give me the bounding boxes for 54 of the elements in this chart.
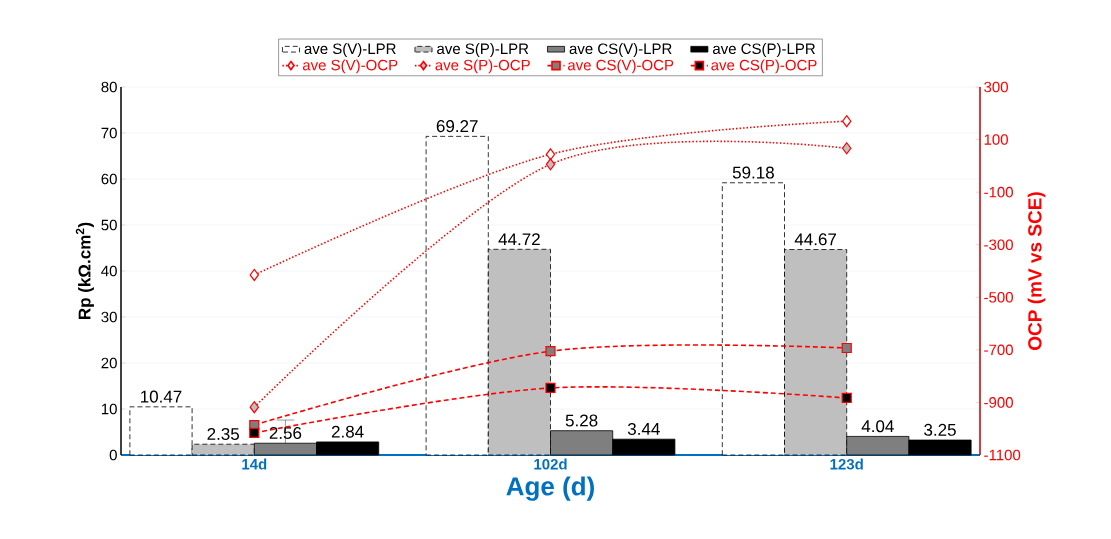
data-label: 2.35 <box>207 427 240 440</box>
point <box>841 392 852 404</box>
point <box>249 401 260 414</box>
y2-tick-label: -900 <box>984 397 1013 408</box>
x-tick-label: 14d <box>242 458 267 470</box>
data-label: 59.18 <box>732 166 774 179</box>
data-label: 10.47 <box>141 390 182 403</box>
data-label: 5.28 <box>565 414 598 427</box>
x-axis-title: Age (d) <box>506 476 594 501</box>
data-label: 44.67 <box>794 233 837 246</box>
y-tick-label: 70 <box>101 127 117 139</box>
data-label: 44.72 <box>498 233 540 246</box>
y2-tick-label: -100 <box>984 186 1013 198</box>
y2-axis-title: OCP (mV vs SCE) <box>1027 192 1046 350</box>
data-label: 3.25 <box>924 423 956 436</box>
point <box>545 346 556 357</box>
y2-tick-label: 100 <box>984 134 1008 145</box>
data-label: 2.84 <box>331 425 364 438</box>
y-tick-label: 0 <box>109 449 117 461</box>
point <box>249 268 260 282</box>
x-tick-label: 102d <box>534 458 567 470</box>
y-tick-label: 60 <box>101 173 117 185</box>
legend-label: ave S(P)-LPR <box>437 43 529 57</box>
x-tick-label: 123d <box>830 458 863 470</box>
legend-label: ave S(V)-LPR <box>304 43 396 57</box>
legend-label: ave CS(V)-LPR <box>569 43 672 57</box>
y2-tick-label: -300 <box>984 239 1013 251</box>
y-tick-label: 30 <box>101 311 117 323</box>
legend-label: ave CS(P)-OCP <box>711 59 817 74</box>
point <box>545 148 556 161</box>
y-tick-label: 10 <box>101 403 117 415</box>
y2-tick-label: -1100 <box>984 449 1021 461</box>
legend-label: ave CS(P)-LPR <box>713 43 815 57</box>
point <box>841 115 852 128</box>
legend-label: ave S(P)-OCP <box>435 59 530 74</box>
y-tick-label: 80 <box>101 81 117 93</box>
legend-label: ave CS(V)-OCP <box>567 59 674 74</box>
legend-label: ave S(V)-OCP <box>302 59 398 74</box>
point <box>545 382 556 394</box>
data-label: 3.44 <box>627 422 660 435</box>
y2-tick-label: -700 <box>984 344 1013 356</box>
data-label: 4.04 <box>861 420 894 433</box>
data-label: 2.56 <box>269 426 302 440</box>
point <box>545 158 556 171</box>
point <box>841 342 852 354</box>
data-label: 69.27 <box>436 120 478 133</box>
y-axis-title: Rp (kΩ.cm$^{2}$) <box>75 222 94 319</box>
y-tick-label: 50 <box>101 219 117 231</box>
point <box>249 427 260 439</box>
y2-tick-label: 300 <box>984 81 1008 93</box>
point <box>841 142 852 155</box>
y-tick-label: 20 <box>101 357 117 369</box>
y2-tick-label: -500 <box>984 291 1013 303</box>
y-tick-label: 40 <box>101 265 117 277</box>
